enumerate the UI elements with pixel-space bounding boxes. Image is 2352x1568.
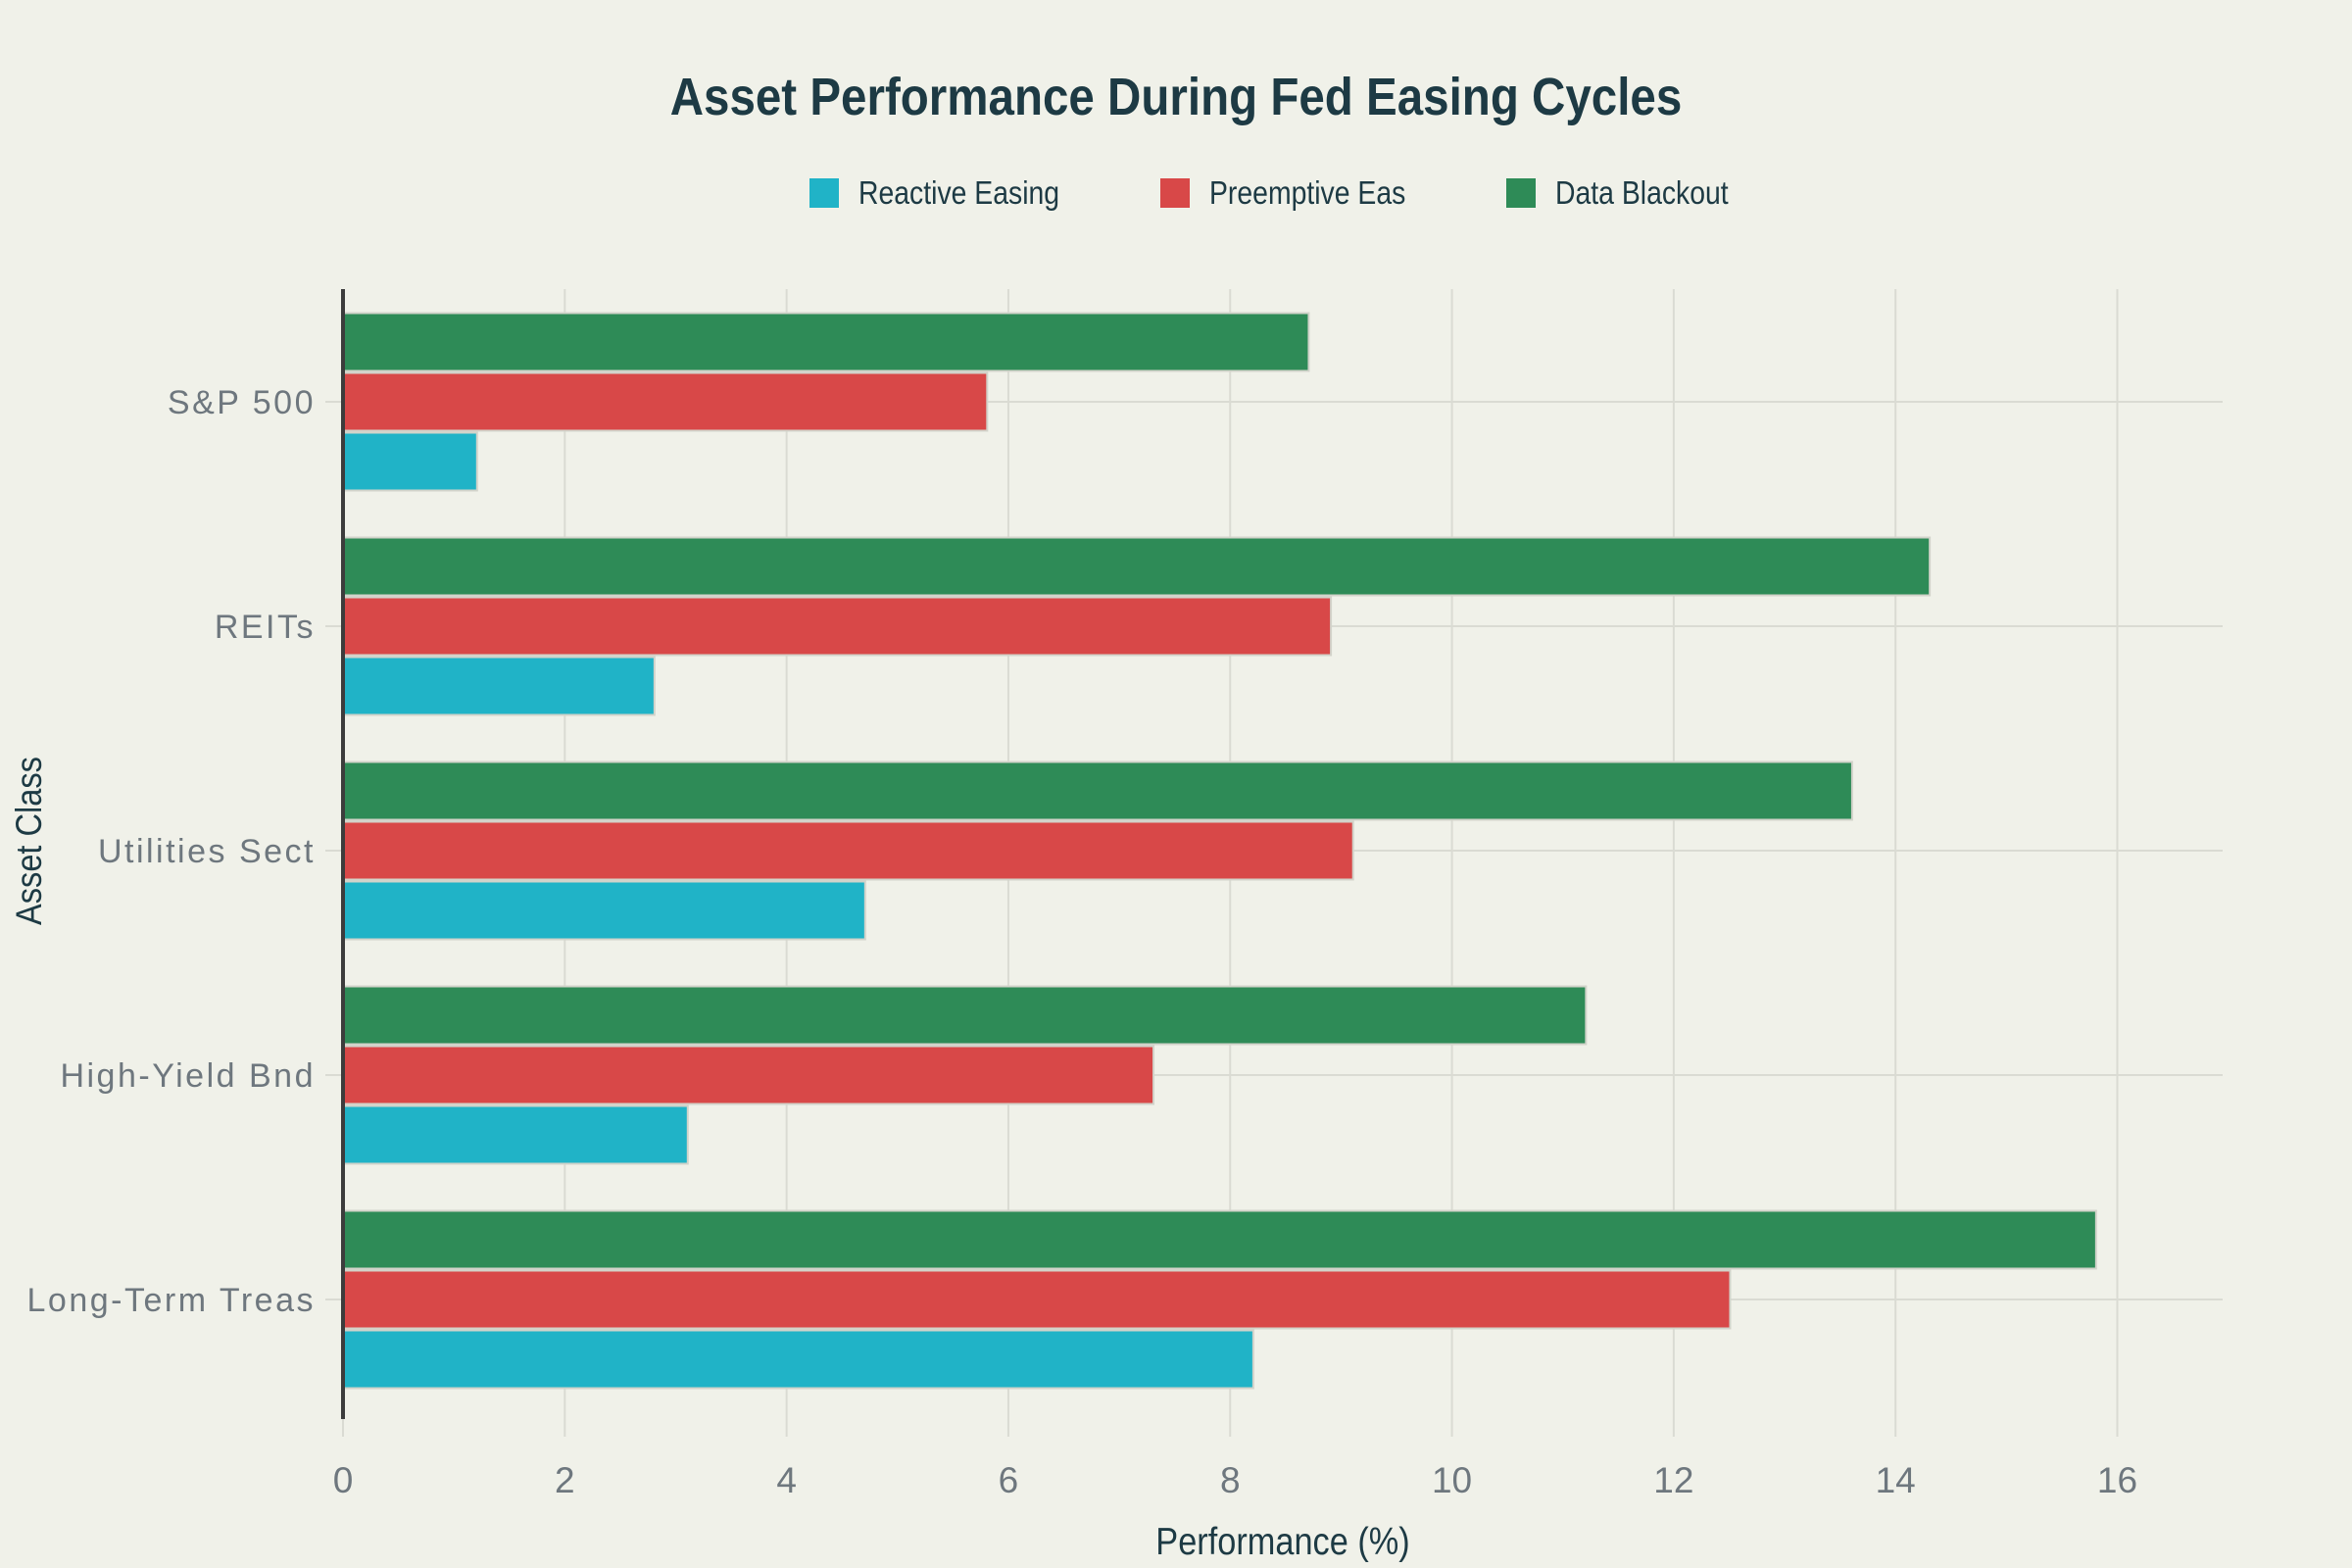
x-tick-label: 2 xyxy=(555,1460,575,1500)
x-tick-label: 0 xyxy=(333,1460,354,1500)
bar xyxy=(343,656,656,716)
x-tick-label: 6 xyxy=(999,1460,1019,1500)
bar xyxy=(343,1104,689,1165)
x-tick-label: 12 xyxy=(1653,1460,1693,1500)
bar xyxy=(343,1329,1254,1390)
x-tick-label: 14 xyxy=(1876,1460,1916,1500)
bar xyxy=(343,312,1310,372)
bar xyxy=(343,820,1354,881)
bar xyxy=(343,536,1932,597)
legend-swatch-icon xyxy=(808,178,839,208)
legend-label: Reactive Easing xyxy=(858,174,1059,211)
legend-item: Reactive Easing xyxy=(808,174,1092,212)
bar xyxy=(343,371,989,432)
legend-label: Preemptive Eas xyxy=(1209,174,1406,211)
x-tick-label: 4 xyxy=(776,1460,797,1500)
bar xyxy=(343,431,478,492)
category-label: S&P 500 xyxy=(168,384,316,421)
category-label: REITs xyxy=(215,609,316,646)
x-tick-label: 10 xyxy=(1432,1460,1472,1500)
bar xyxy=(343,985,1588,1046)
legend: Reactive Easing Preemptive Eas Data Blacko… xyxy=(343,174,2223,212)
legend-swatch-icon xyxy=(1160,178,1191,208)
legend-swatch-icon xyxy=(1505,178,1536,208)
category-label: Long-Term Treas xyxy=(27,1282,317,1319)
legend-item: Data Blackout xyxy=(1505,174,1756,212)
bar xyxy=(343,1209,2097,1270)
legend-item: Preemptive Eas xyxy=(1160,174,1438,212)
x-tick-label: 8 xyxy=(1220,1460,1241,1500)
bar xyxy=(343,1269,1732,1330)
category-label: High-Yield Bnd xyxy=(60,1057,316,1095)
bar xyxy=(343,760,1853,821)
category-label: Utilities Sect xyxy=(98,833,316,870)
x-axis-title: Performance (%) xyxy=(1155,1521,1410,1563)
x-tick-label: 16 xyxy=(2097,1460,2137,1500)
bar xyxy=(343,1045,1155,1105)
chart-title: Asset Performance During Fed Easing Cycl… xyxy=(669,68,1683,126)
bar xyxy=(343,596,1333,657)
legend-label: Data Blackout xyxy=(1554,174,1729,211)
bar xyxy=(343,880,866,941)
y-axis-title: Asset Class xyxy=(9,757,49,925)
